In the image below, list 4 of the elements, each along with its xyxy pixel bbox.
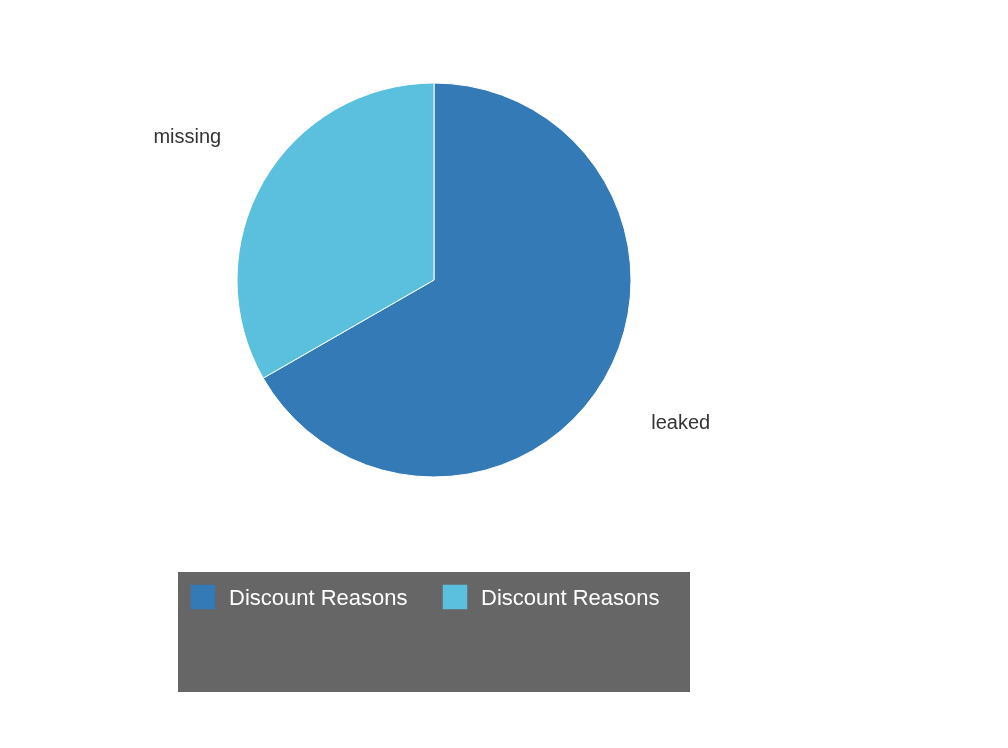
slice-label: leaked [651,410,711,433]
legend-label: Discount Reasons [229,585,408,610]
slice-label: missing [153,125,222,148]
text: Discount Reasons [481,585,660,610]
